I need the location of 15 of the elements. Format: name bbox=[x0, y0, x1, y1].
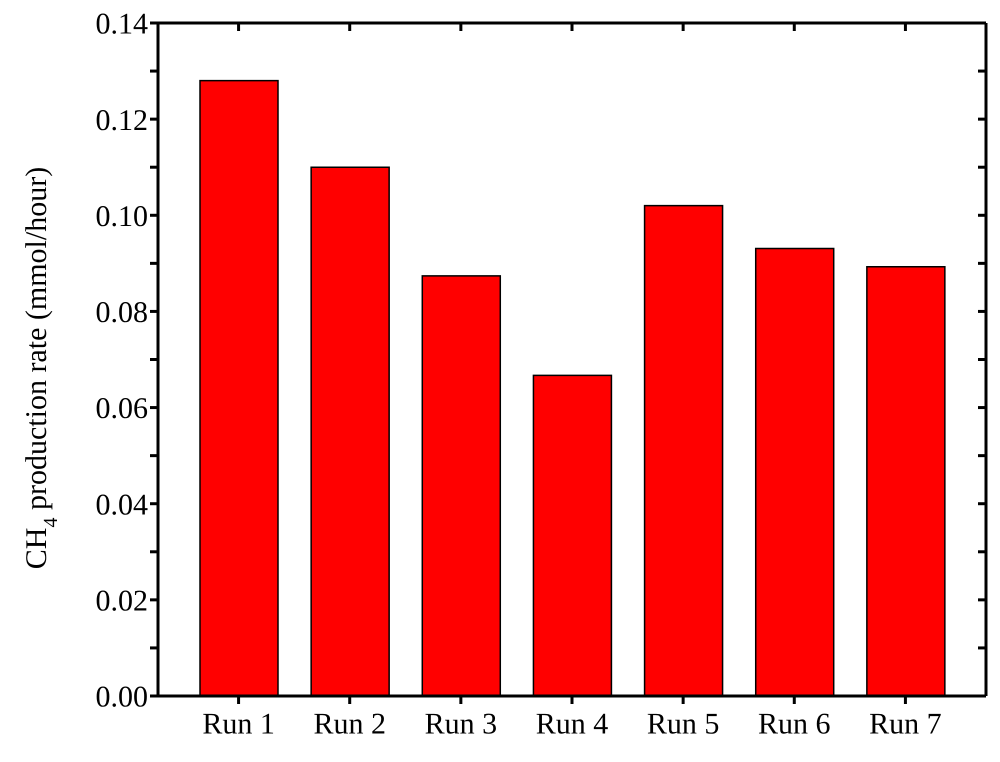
y-tick-label: 0.08 bbox=[96, 296, 148, 330]
x-tick-label: Run 1 bbox=[202, 707, 275, 740]
y-tick-label: 0.06 bbox=[96, 392, 148, 426]
y-tick-label: 0.12 bbox=[96, 104, 148, 137]
y-tick-label: 0.14 bbox=[96, 8, 148, 41]
y-tick-label: 0.10 bbox=[96, 200, 148, 233]
x-tick-label: Run 5 bbox=[646, 707, 720, 740]
x-tick-label: Run 7 bbox=[869, 707, 942, 740]
x-tick-label: Run 2 bbox=[313, 707, 386, 740]
x-tick-label: Run 3 bbox=[424, 707, 498, 740]
x-tick-label: Run 6 bbox=[758, 707, 831, 740]
x-tick-label: Run 4 bbox=[536, 707, 608, 740]
y-tick-label: 0.00 bbox=[96, 680, 148, 714]
y-tick-label: 0.04 bbox=[96, 488, 148, 522]
y-tick-label: 0.02 bbox=[96, 584, 148, 618]
